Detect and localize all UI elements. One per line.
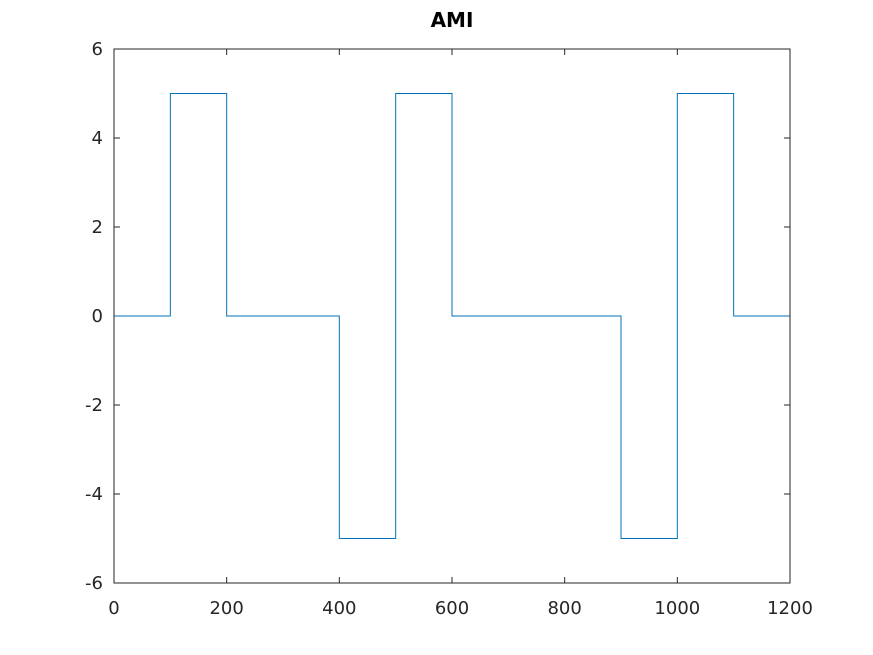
y-tick-label: -2 <box>85 395 103 416</box>
chart-title: AMI <box>431 8 474 32</box>
x-tick-label: 600 <box>435 598 469 619</box>
series-layer <box>114 93 790 539</box>
x-tick-label: 1200 <box>767 598 813 619</box>
y-tick-label: -4 <box>85 484 103 505</box>
y-tick-label: 4 <box>92 128 103 149</box>
plot-area-frame <box>113 48 791 584</box>
y-tick-label: 6 <box>92 39 103 60</box>
y-tick-label: 0 <box>92 306 103 327</box>
y-tick-label: -6 <box>85 573 103 594</box>
x-tick-label: 1000 <box>654 598 700 619</box>
ticks-layer: 0 200 400 600 800 1000 1200 -6 -4 -2 0 2 4 6 <box>85 39 813 619</box>
x-tick-label: 200 <box>209 598 243 619</box>
x-tick-label: 400 <box>322 598 356 619</box>
series-line <box>114 93 790 539</box>
x-tick-label: 0 <box>108 598 119 619</box>
x-tick-label: 800 <box>547 598 581 619</box>
y-tick-label: 2 <box>92 217 103 238</box>
